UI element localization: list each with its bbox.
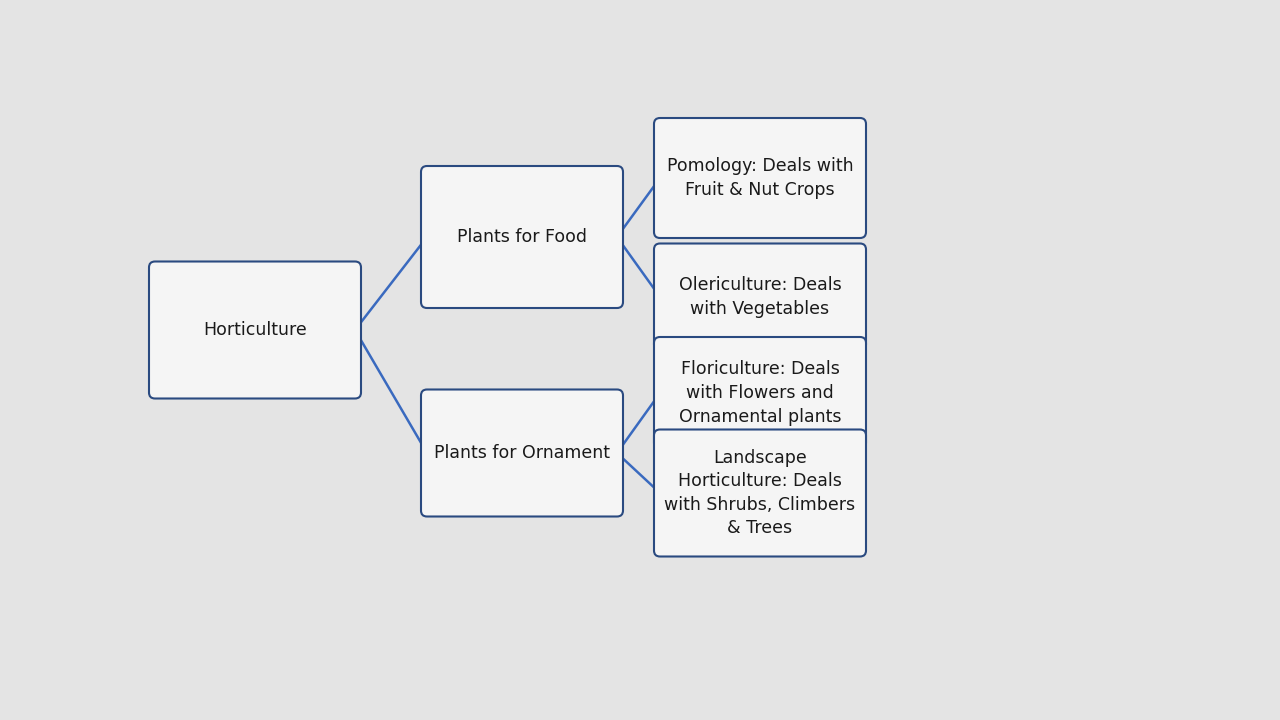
Text: Landscape
Horticulture: Deals
with Shrubs, Climbers
& Trees: Landscape Horticulture: Deals with Shrub…	[664, 449, 855, 537]
Text: Pomology: Deals with
Fruit & Nut Crops: Pomology: Deals with Fruit & Nut Crops	[667, 157, 854, 199]
Text: Olericulture: Deals
with Vegetables: Olericulture: Deals with Vegetables	[678, 276, 841, 318]
Text: Floriculture: Deals
with Flowers and
Ornamental plants: Floriculture: Deals with Flowers and Orn…	[678, 361, 841, 426]
FancyBboxPatch shape	[421, 390, 623, 516]
Text: Plants for Food: Plants for Food	[457, 228, 588, 246]
FancyBboxPatch shape	[654, 337, 867, 449]
Text: Plants for Ornament: Plants for Ornament	[434, 444, 611, 462]
FancyBboxPatch shape	[654, 243, 867, 351]
FancyBboxPatch shape	[421, 166, 623, 308]
FancyBboxPatch shape	[654, 118, 867, 238]
Text: Horticulture: Horticulture	[204, 321, 307, 339]
FancyBboxPatch shape	[148, 261, 361, 398]
FancyBboxPatch shape	[654, 430, 867, 557]
